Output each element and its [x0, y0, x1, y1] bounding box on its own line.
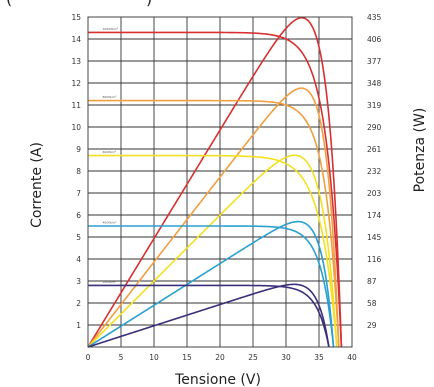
y-tick-label: 2 [76, 299, 81, 308]
curve-label: 200W/m² [103, 280, 118, 284]
y-axis-title: Corrente (A) [29, 142, 45, 228]
y-tick-label: 13 [71, 57, 81, 66]
y2-tick-label: 29 [367, 321, 377, 330]
y2-tick-label: 290 [367, 123, 382, 132]
curves [87, 16, 343, 348]
y-tick-label: 14 [71, 35, 81, 44]
y-tick-label: 15 [71, 13, 81, 22]
y2-tick-label: 58 [367, 299, 377, 308]
x-axis-title: Tensione (V) [174, 372, 261, 387]
y2-tick-label: 145 [367, 233, 382, 242]
plot-frame [87, 16, 353, 348]
curve-label: 800W/m² [103, 95, 118, 99]
curve-label: 1000W/m² [103, 27, 120, 31]
iv-curve [88, 154, 338, 348]
y2-tick-label: 435 [367, 13, 382, 22]
x-tick-label: 15 [182, 353, 192, 362]
y2-tick-label: 203 [367, 189, 382, 198]
y2-tick-label: 87 [367, 277, 377, 286]
y-tick-label: 8 [76, 167, 81, 176]
y2-tick-labels: 29 58 87 116 145 174 203 232 261 290 319 348 377 406 4… [367, 13, 382, 330]
y-tick-label: 11 [71, 101, 81, 110]
x-tick-label: 10 [149, 353, 159, 362]
curve-label: 400W/m² [103, 221, 118, 225]
top-fragment-left: ( [6, 0, 12, 8]
y-tick-label: 7 [76, 189, 81, 198]
y2-tick-label: 348 [367, 79, 382, 88]
y2-tick-label: 319 [367, 101, 382, 110]
y-tick-label: 9 [76, 145, 81, 154]
y2-axis-title: Potenza (W) [412, 108, 428, 193]
x-tick-label: 5 [119, 353, 124, 362]
y-tick-label: 4 [76, 255, 81, 264]
y2-tick-label: 174 [367, 211, 382, 220]
curve-label: 600W/m² [103, 150, 118, 154]
iv-curve [88, 225, 335, 348]
iv-curve [88, 99, 340, 348]
y2-tick-label: 406 [367, 35, 382, 44]
top-fragment-right: ) [146, 0, 152, 8]
y2-tick-label: 232 [367, 167, 382, 176]
y-tick-label: 12 [71, 79, 81, 88]
pv-curve [87, 154, 338, 348]
y2-tick-label: 116 [367, 255, 382, 264]
x-tick-label: 35 [314, 353, 324, 362]
x-tick-labels: 0 5 10 15 20 25 30 35 40 [86, 353, 357, 362]
y2-tick-label: 261 [367, 145, 382, 154]
y-tick-label: 10 [71, 123, 81, 132]
y-tick-label: 3 [76, 277, 81, 286]
iv-curve [88, 31, 343, 348]
x-tick-label: 0 [86, 353, 91, 362]
y-tick-label: 6 [76, 211, 81, 220]
x-tick-label: 30 [281, 353, 291, 362]
x-tick-label: 40 [347, 353, 357, 362]
y-tick-label: 1 [76, 321, 81, 330]
iv-curve [88, 284, 330, 348]
pv-curve [87, 87, 340, 348]
x-tick-label: 20 [215, 353, 225, 362]
curve-labels: 1000W/m² 800W/m² 600W/m² 400W/m² 200W/m² [103, 27, 120, 284]
pv-curve [87, 220, 335, 348]
y2-tick-label: 377 [367, 57, 382, 66]
pv-curve [87, 16, 343, 348]
y-tick-label: 5 [76, 233, 81, 242]
x-tick-label: 25 [248, 353, 258, 362]
pv-curve [87, 283, 330, 348]
